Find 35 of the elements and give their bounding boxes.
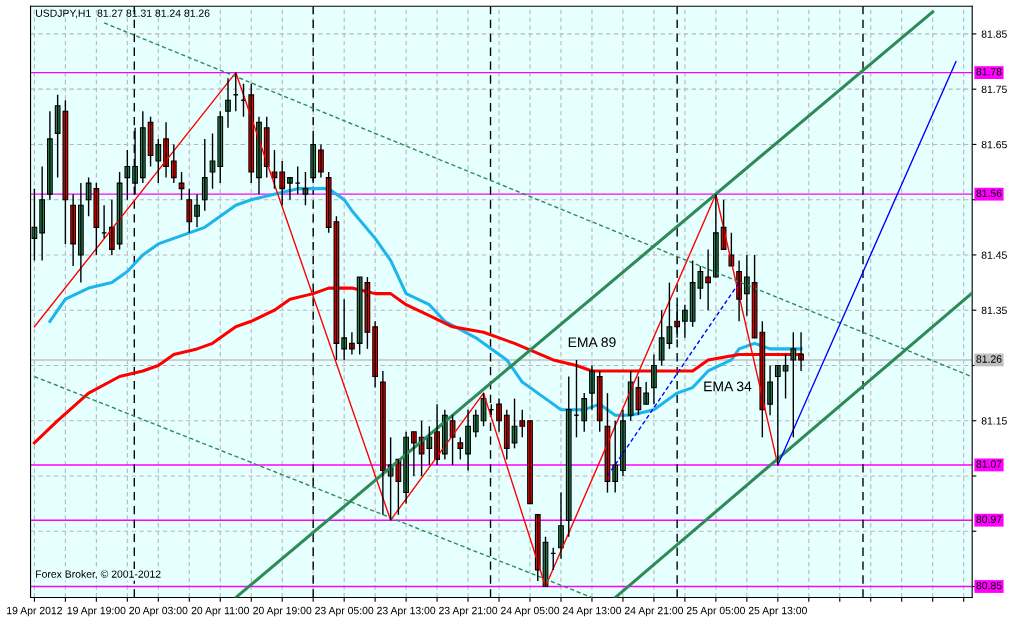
x-tick-label: 20 Apr 19:00 [253,606,312,617]
y-tick-label: 81.75 [981,85,1007,94]
x-tick-label: 19 Apr 2012 [7,606,62,617]
annotation: Forex Broker, © 2001-2012 [36,570,161,579]
ref-line-label: 80.85 [976,581,1002,590]
series-label: EMA 34 [704,381,752,392]
x-tick-label: 25 Apr 05:00 [686,606,745,617]
x-tick-label: 20 Apr 03:00 [129,606,188,617]
x-tick-label: 23 Apr 13:00 [377,606,436,617]
ref-line-label: 80.97 [976,515,1002,523]
y-tick-label: 81.15 [981,417,1007,425]
x-tick-label: 23 Apr 21:00 [439,606,498,617]
y-tick-label: 81.85 [981,30,1007,38]
ref-line-label: 81.56 [976,189,1002,197]
candlestick [178,171,185,201]
y-tick-label: 81.45 [981,251,1007,259]
x-tick-label: 24 Apr 05:00 [501,606,560,617]
candlestick [302,171,309,206]
x-tick-label: 24 Apr 21:00 [624,606,684,617]
ref-line-label: 81.07 [976,460,1002,468]
x-tick-label: 19 Apr 19:00 [67,606,126,617]
x-tick-label: 23 Apr 05:00 [315,606,374,617]
series-label: EMA 89 [568,337,616,348]
candlestick [790,331,797,438]
candlestick [527,420,533,505]
x-tick-label: 24 Apr 13:00 [562,606,622,617]
x-tick-label: 25 Apr 13:00 [748,606,807,617]
candlestick [782,353,789,400]
y-tick-label: 81.65 [981,140,1007,149]
candlestick [457,436,464,461]
ref-line-label: 81.26 [976,355,1002,363]
x-tick-label: 20 Apr 11:00 [191,606,250,617]
ref-line-label: 81.78 [976,68,1002,76]
candlestick [294,165,301,195]
y-tick-label: 81.35 [981,306,1007,315]
